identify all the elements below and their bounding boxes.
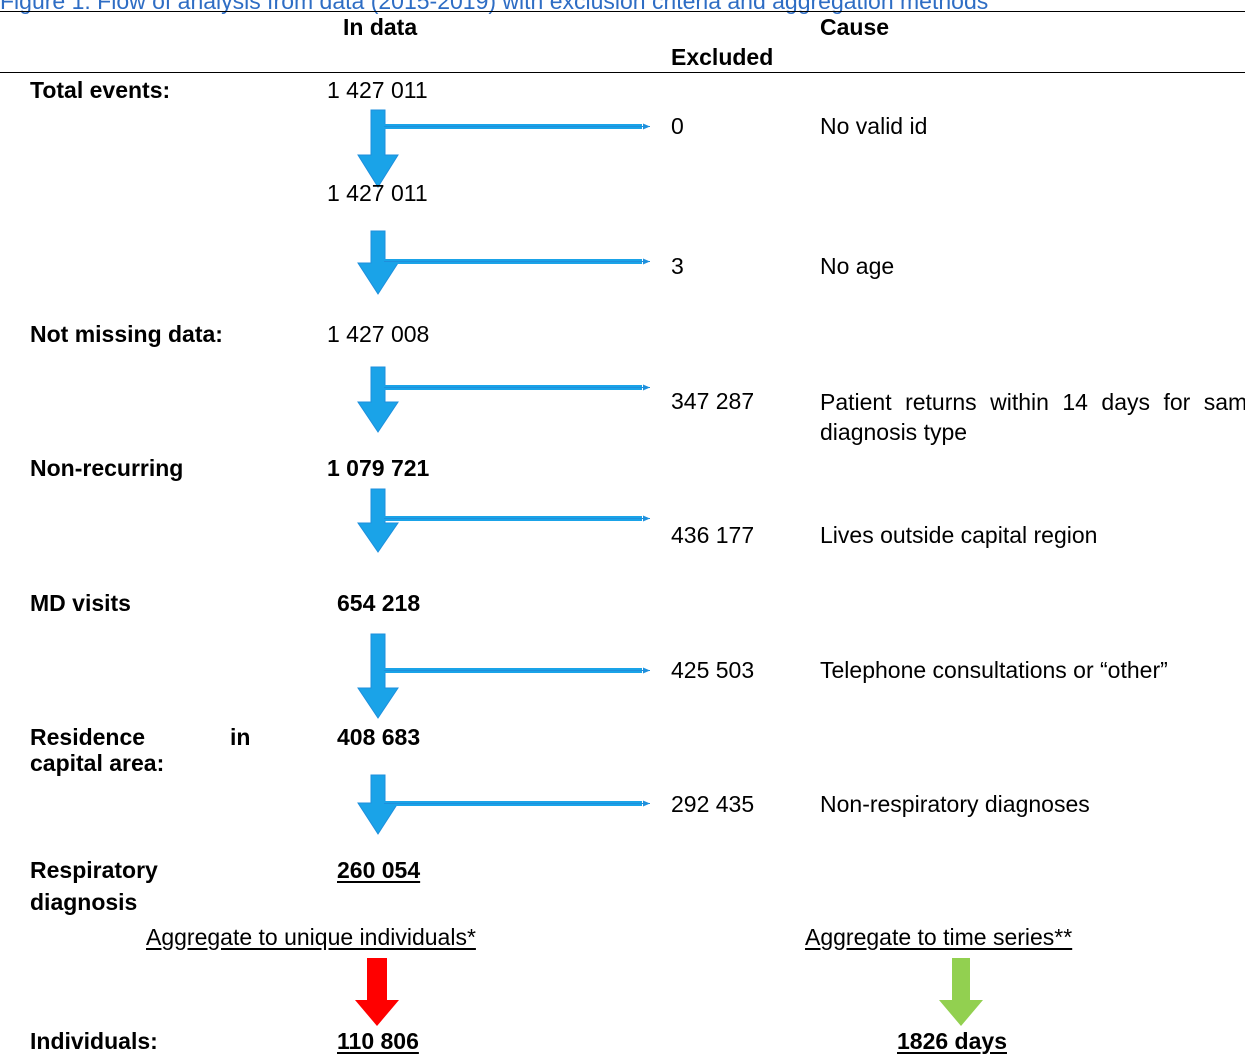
stage-value-not-missing: 1 427 008 xyxy=(327,321,430,347)
header-excluded: Excluded xyxy=(671,44,774,70)
exclusion-count-3: 347 287 xyxy=(671,388,755,414)
exclusion-cause-1: No valid id xyxy=(820,113,928,139)
exclusion-count-2: 3 xyxy=(671,253,684,279)
stage-value-md-visits: 654 218 xyxy=(337,590,421,616)
exclusion-arrow-1 xyxy=(384,123,650,130)
stage-label-respiratory-line2: diagnosis xyxy=(30,889,138,915)
down-arrow-4 xyxy=(357,488,399,553)
exclusion-arrow-5 xyxy=(384,667,650,674)
down-arrow-3 xyxy=(357,366,399,433)
exclusion-arrow-2 xyxy=(384,258,650,265)
exclusion-cause-5: Telephone consultations or “other” xyxy=(820,657,1168,683)
result-value-days: 1826 days xyxy=(897,1028,1007,1054)
stage-label-residence-line2: capital area: xyxy=(30,750,165,776)
exclusion-arrow-4 xyxy=(384,515,650,522)
aggregate-time-series-arrow xyxy=(939,958,983,1026)
aggregate-individuals-label: Aggregate to unique individuals* xyxy=(146,924,476,950)
header-cause: Cause xyxy=(820,14,890,40)
exclusion-count-5: 425 503 xyxy=(671,657,755,683)
down-arrow-6 xyxy=(357,774,399,835)
stage-label-total-events: Total events: xyxy=(30,77,171,103)
header-top-rule xyxy=(0,11,1245,12)
exclusion-arrow-6 xyxy=(384,800,650,807)
stage-value-non-recurring: 1 079 721 xyxy=(327,455,430,481)
result-label-individuals: Individuals: xyxy=(30,1028,158,1054)
down-arrow-2 xyxy=(357,230,399,295)
down-arrow-1 xyxy=(357,109,399,188)
stage-value-after-id: 1 427 011 xyxy=(327,180,428,206)
header-bottom-rule xyxy=(0,72,1245,73)
exclusion-arrow-3 xyxy=(384,384,650,391)
result-value-individuals: 110 806 xyxy=(337,1028,419,1054)
stage-label-residence-line1: Residence xyxy=(30,724,146,750)
aggregate-individuals-arrow xyxy=(355,958,399,1026)
stage-label-respiratory-line1: Respiratory xyxy=(30,857,158,883)
exclusion-cause-3: Patient returns within 14 days for same … xyxy=(820,389,1245,445)
exclusion-count-1: 0 xyxy=(671,113,684,139)
figure-title: Figure 1. Flow of analysis from data (20… xyxy=(0,0,989,14)
exclusion-cause-6: Non-respiratory diagnoses xyxy=(820,791,1090,817)
exclusion-count-4: 436 177 xyxy=(671,522,755,548)
exclusion-cause-2: No age xyxy=(820,253,895,279)
aggregate-time-series-label: Aggregate to time series** xyxy=(805,924,1073,950)
stage-label-non-recurring: Non-recurring xyxy=(30,455,184,481)
stage-value-residence: 408 683 xyxy=(337,724,421,750)
stage-label-md-visits: MD visits xyxy=(30,590,131,616)
exclusion-count-6: 292 435 xyxy=(671,791,755,817)
stage-label-residence-in: in xyxy=(230,724,251,750)
stage-value-total-events: 1 427 011 xyxy=(327,77,428,103)
exclusion-cause-4: Lives outside capital region xyxy=(820,522,1098,548)
down-arrow-5 xyxy=(357,633,399,719)
stage-label-not-missing: Not missing data: xyxy=(30,321,223,347)
header-in-data: In data xyxy=(343,14,418,40)
stage-value-respiratory: 260 054 xyxy=(337,857,421,883)
